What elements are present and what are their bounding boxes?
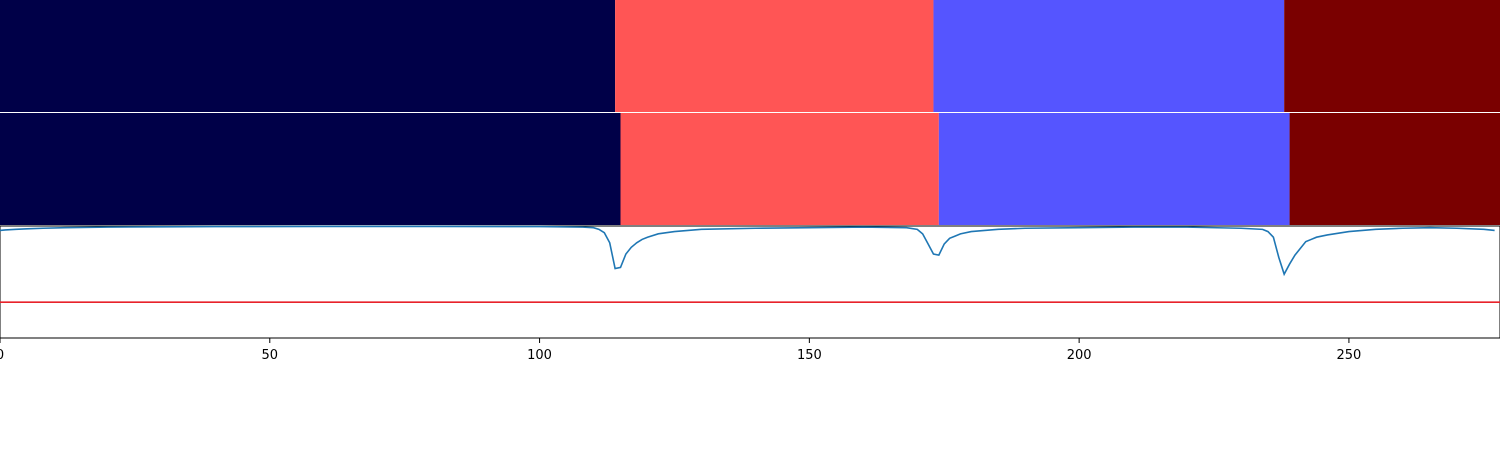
segment-bar	[620, 113, 939, 225]
x-tick-label: 150	[797, 348, 822, 363]
x-tick-label: 100	[527, 348, 552, 363]
line-panel	[0, 225, 1500, 339]
x-tick-label: 50	[262, 348, 279, 363]
x-tick-label: 250	[1337, 348, 1362, 363]
series-line	[0, 225, 1495, 277]
segment-row	[0, 0, 1500, 112]
segment-bar	[0, 0, 616, 112]
segment-bar	[0, 113, 621, 225]
segment-row	[0, 113, 1500, 225]
segment-rows	[0, 0, 1500, 225]
segment-bar	[933, 0, 1285, 112]
x-tick-label: 200	[1067, 348, 1092, 363]
x-axis: 0 50 100 150 200 250	[0, 338, 1361, 363]
x-tick-label: 0	[0, 348, 4, 363]
segment-bar	[1289, 113, 1500, 225]
segment-bar	[615, 0, 934, 112]
line-panel-frame	[0, 225, 1500, 339]
segment-bar	[1284, 0, 1500, 112]
segment-bar	[938, 113, 1290, 225]
